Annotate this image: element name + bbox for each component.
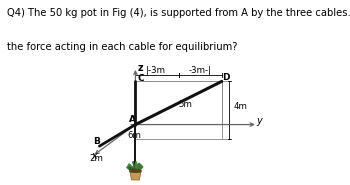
Polygon shape (135, 162, 137, 169)
Text: 5m: 5m (179, 100, 193, 109)
Text: -3m-|: -3m-| (189, 66, 212, 75)
Text: B: B (93, 137, 100, 146)
Polygon shape (130, 171, 141, 180)
Polygon shape (127, 164, 135, 172)
Text: Q4) The 50 kg pot in Fig (4), is supported from A by the three cables. Determine: Q4) The 50 kg pot in Fig (4), is support… (7, 8, 350, 18)
Text: 4m: 4m (233, 102, 247, 111)
Polygon shape (135, 163, 143, 172)
Polygon shape (133, 162, 135, 169)
Text: x: x (91, 151, 97, 161)
Polygon shape (129, 167, 135, 172)
Text: the force acting in each cable for equilibrium?: the force acting in each cable for equil… (7, 42, 238, 52)
Ellipse shape (130, 170, 141, 172)
Text: D: D (223, 73, 230, 82)
Text: 6m: 6m (127, 130, 141, 139)
Polygon shape (130, 171, 141, 172)
Text: |-3m: |-3m (146, 66, 166, 75)
Text: z: z (138, 63, 143, 73)
Text: C: C (137, 74, 144, 83)
Text: 2m: 2m (90, 154, 104, 163)
Text: A: A (129, 115, 136, 124)
Polygon shape (135, 166, 142, 172)
Text: y: y (256, 116, 262, 126)
